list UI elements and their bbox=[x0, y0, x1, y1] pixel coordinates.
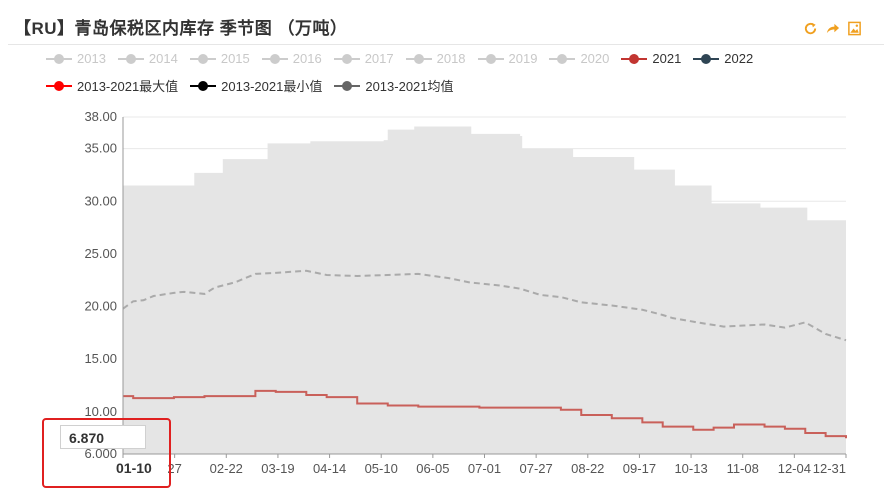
page-title: 【RU】青岛保税区内库存 季节图 （万吨） bbox=[14, 19, 348, 38]
legend-item-year-2[interactable]: 2015 bbox=[189, 51, 250, 66]
legend-label: 2017 bbox=[364, 51, 394, 66]
y-tick-label: 35.00 bbox=[84, 141, 117, 156]
legend-label: 2013-2021均值 bbox=[365, 79, 454, 94]
max-min-band bbox=[123, 126, 846, 455]
legend-label: 2018 bbox=[436, 51, 466, 66]
legend-marker-icon bbox=[693, 53, 720, 64]
x-tick-label: 03-19 bbox=[261, 461, 294, 476]
legend-label: 2016 bbox=[292, 51, 322, 66]
x-tick-label: 07-01 bbox=[468, 461, 501, 476]
x-tick-label: 12-04 bbox=[778, 461, 811, 476]
legend-label: 2014 bbox=[148, 51, 178, 66]
title-divider bbox=[8, 44, 884, 45]
legend-row-years: 2013 2014 2015 2016 2017 2018 2019 2020 2021 2022 bbox=[46, 51, 765, 66]
legend-label: 2013-2021最大值 bbox=[77, 79, 179, 94]
refresh-icon[interactable] bbox=[802, 20, 818, 36]
legend-marker-icon bbox=[117, 53, 144, 64]
y-tick-label: 25.00 bbox=[84, 246, 117, 261]
legend-item-year-8[interactable]: 2021 bbox=[621, 51, 681, 66]
legend-label: 2021 bbox=[652, 51, 682, 66]
x-tick-label: 02-22 bbox=[210, 461, 243, 476]
legend-item-year-5[interactable]: 2018 bbox=[405, 51, 466, 66]
x-tick-label: 01-10 bbox=[116, 460, 152, 476]
legend-marker-icon bbox=[190, 80, 217, 91]
x-tick-label: 12-31 bbox=[813, 461, 846, 476]
y-tick-label: 38.00 bbox=[84, 109, 117, 124]
legend-item-year-4[interactable]: 2017 bbox=[333, 51, 394, 66]
legend-label: 2019 bbox=[508, 51, 538, 66]
x-tick-label: 06-05 bbox=[416, 461, 449, 476]
y-tick-label: 10.00 bbox=[84, 404, 117, 419]
legend-item-stat-2[interactable]: 2013-2021均值 bbox=[334, 76, 454, 95]
x-tick-label: 10-13 bbox=[674, 461, 707, 476]
legend-marker-icon bbox=[46, 53, 72, 64]
legend-label: 2022 bbox=[724, 51, 754, 66]
tooltip-value: 6.870 bbox=[60, 425, 146, 449]
legend-label: 2015 bbox=[220, 51, 250, 66]
x-tick-label: 08-22 bbox=[571, 461, 604, 476]
legend-item-stat-0[interactable]: 2013-2021最大值 bbox=[46, 76, 178, 95]
legend-label: 2020 bbox=[580, 51, 610, 66]
x-tick-label: 27 bbox=[167, 461, 181, 476]
legend-item-year-9[interactable]: 2022 bbox=[693, 51, 753, 66]
legend-item-stat-1[interactable]: 2013-2021最小值 bbox=[190, 76, 322, 95]
legend-label: 2013 bbox=[77, 51, 106, 66]
legend-marker-icon bbox=[477, 53, 504, 64]
series-2021-line bbox=[123, 389, 847, 439]
legend-marker-icon bbox=[621, 53, 648, 64]
share-icon[interactable] bbox=[824, 20, 840, 36]
mean-line bbox=[122, 269, 847, 342]
y-tick-label: 20.00 bbox=[84, 299, 117, 314]
legend-marker-icon bbox=[334, 80, 361, 91]
legend-item-year-0[interactable]: 2013 bbox=[46, 51, 106, 66]
y-tick-label: 6.000 bbox=[84, 446, 117, 461]
legend-row-stats: 2013-2021最大值 2013-2021最小值 2013-2021均值 bbox=[46, 76, 466, 95]
x-tick-label: 07-27 bbox=[520, 461, 553, 476]
y-tick-label: 30.00 bbox=[84, 193, 117, 208]
legend-item-year-1[interactable]: 2014 bbox=[117, 51, 178, 66]
image-download-icon[interactable] bbox=[846, 20, 862, 36]
x-tick-label: 09-17 bbox=[623, 461, 656, 476]
x-tick-label: 11-08 bbox=[727, 461, 759, 476]
chart-toolbar bbox=[802, 20, 862, 36]
y-tick-label: 15.00 bbox=[84, 351, 117, 366]
legend-label: 2013-2021最小值 bbox=[221, 79, 323, 94]
legend-marker-icon bbox=[261, 53, 288, 64]
legend-marker-icon bbox=[549, 53, 576, 64]
legend-marker-icon bbox=[405, 53, 432, 64]
legend-marker-icon bbox=[189, 53, 216, 64]
legend-marker-icon bbox=[333, 53, 360, 64]
x-tick-label: 04-14 bbox=[313, 461, 346, 476]
legend-item-year-3[interactable]: 2016 bbox=[261, 51, 322, 66]
legend-item-year-7[interactable]: 2020 bbox=[549, 51, 609, 66]
x-tick-label: 05-10 bbox=[365, 461, 398, 476]
highlight-box bbox=[42, 418, 171, 488]
legend-marker-icon bbox=[46, 80, 72, 91]
legend-item-year-6[interactable]: 2019 bbox=[477, 51, 538, 66]
